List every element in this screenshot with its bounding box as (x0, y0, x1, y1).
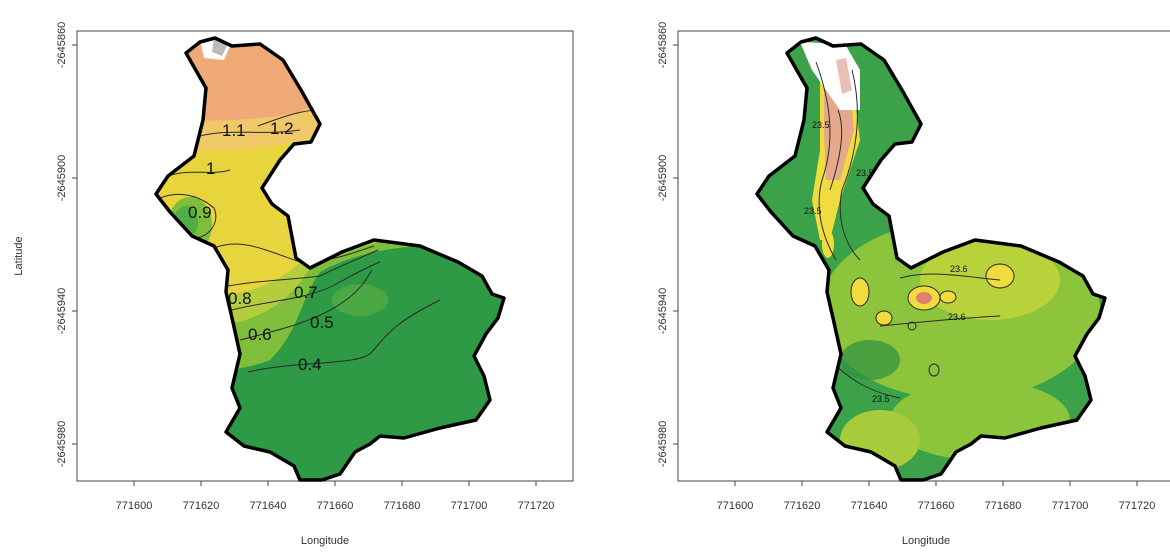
x-tick-label: 771620 (183, 500, 220, 512)
x-tick-label: 771680 (384, 500, 421, 512)
x-tick-label: 771660 (317, 500, 354, 512)
y-axis-label-left: Latitude (13, 236, 25, 275)
contour-label-0-9: 0.9 (188, 203, 212, 222)
x-tick-label: 771700 (1052, 500, 1089, 512)
x-tick-label: 771660 (918, 500, 955, 512)
x-axis-label-right: Longitude (902, 535, 950, 547)
x-tick-label: 771700 (451, 500, 488, 512)
plot-frame-left (76, 30, 574, 482)
contour-label-23-6-b: 23.6 (948, 312, 966, 322)
contour-label-1-2: 1.2 (270, 119, 294, 138)
contour-label-1-1: 1.1 (222, 121, 246, 140)
panel-right: 23.5 23.5 23.5 23.6 23.6 23.5 771600 7716… (657, 22, 1170, 547)
contour-label-23-5-a: 23.5 (812, 120, 830, 130)
contour-label-0-7: 0.7 (294, 283, 318, 302)
contour-label-0-4: 0.4 (298, 355, 322, 374)
panel-left: 1.2 1.1 1 0.9 0.8 0.7 0.6 0.5 0.4 771600… (13, 22, 574, 547)
x-tick-label: 771680 (985, 500, 1022, 512)
contour-label-0-6: 0.6 (248, 325, 272, 344)
y-tick-label: -2645900 (56, 155, 68, 202)
x-axis-right: 771600 771620 771640 771660 771680 771700 7717… (717, 481, 1156, 512)
x-axis-left: 771600 771620 771640 771660 771680 771700 7717… (116, 481, 555, 512)
y-axis-right: -2645860 -2645900 -2645940 -2645980 (657, 22, 678, 468)
y-tick-label: -2645860 (56, 22, 68, 69)
x-axis-label-left: Longitude (301, 535, 349, 547)
x-tick-label: 771640 (250, 500, 287, 512)
x-tick-label: 771600 (116, 500, 153, 512)
y-tick-label: -2645940 (56, 288, 68, 335)
contour-labels-left: 1.2 1.1 1 0.9 0.8 0.7 0.6 0.5 0.4 (188, 119, 334, 374)
x-tick-label: 771720 (1119, 500, 1156, 512)
contour-label-23-6-a: 23.6 (950, 264, 968, 274)
contour-label-23-5-d: 23.5 (872, 394, 890, 404)
contour-label-0-8: 0.8 (228, 289, 252, 308)
contour-label-1: 1 (206, 159, 215, 178)
contour-labels-right: 23.5 23.5 23.5 23.6 23.6 23.5 (804, 120, 968, 404)
y-tick-label: -2645940 (657, 288, 669, 335)
y-tick-label: -2645980 (657, 421, 669, 468)
contour-label-23-5-c: 23.5 (804, 206, 822, 216)
y-axis-left: -2645860 -2645900 -2645940 -2645980 (56, 22, 77, 468)
x-tick-label: 771620 (784, 500, 821, 512)
y-tick-label: -2645900 (657, 155, 669, 202)
plot-frame-right (677, 30, 1170, 482)
x-tick-label: 771640 (851, 500, 888, 512)
contour-label-0-5: 0.5 (310, 313, 334, 332)
contour-label-23-5-b: 23.5 (856, 168, 874, 178)
x-tick-label: 771720 (518, 500, 555, 512)
y-tick-label: -2645980 (56, 421, 68, 468)
y-tick-label: -2645860 (657, 22, 669, 69)
x-tick-label: 771600 (717, 500, 754, 512)
